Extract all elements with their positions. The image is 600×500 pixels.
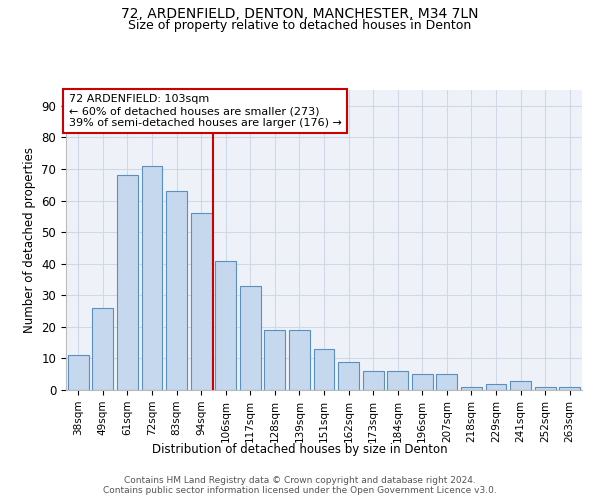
Text: 72, ARDENFIELD, DENTON, MANCHESTER, M34 7LN: 72, ARDENFIELD, DENTON, MANCHESTER, M34 … bbox=[121, 8, 479, 22]
Text: 72 ARDENFIELD: 103sqm
← 60% of detached houses are smaller (273)
39% of semi-det: 72 ARDENFIELD: 103sqm ← 60% of detached … bbox=[68, 94, 341, 128]
Bar bbox=[559, 387, 580, 390]
Bar bbox=[461, 387, 482, 390]
Bar bbox=[510, 380, 531, 390]
Bar bbox=[436, 374, 457, 390]
Bar bbox=[142, 166, 163, 390]
Bar bbox=[314, 349, 334, 390]
Bar bbox=[191, 213, 212, 390]
Bar bbox=[92, 308, 113, 390]
Text: Contains HM Land Registry data © Crown copyright and database right 2024.
Contai: Contains HM Land Registry data © Crown c… bbox=[103, 476, 497, 495]
Bar bbox=[68, 356, 89, 390]
Bar bbox=[265, 330, 286, 390]
Bar bbox=[535, 387, 556, 390]
Bar bbox=[117, 176, 138, 390]
Bar bbox=[289, 330, 310, 390]
Y-axis label: Number of detached properties: Number of detached properties bbox=[23, 147, 36, 333]
Text: Size of property relative to detached houses in Denton: Size of property relative to detached ho… bbox=[128, 18, 472, 32]
Bar bbox=[412, 374, 433, 390]
Bar bbox=[215, 260, 236, 390]
Bar bbox=[166, 191, 187, 390]
Bar bbox=[387, 371, 408, 390]
Bar bbox=[485, 384, 506, 390]
Text: Distribution of detached houses by size in Denton: Distribution of detached houses by size … bbox=[152, 442, 448, 456]
Bar bbox=[240, 286, 261, 390]
Bar bbox=[338, 362, 359, 390]
Bar bbox=[362, 371, 383, 390]
